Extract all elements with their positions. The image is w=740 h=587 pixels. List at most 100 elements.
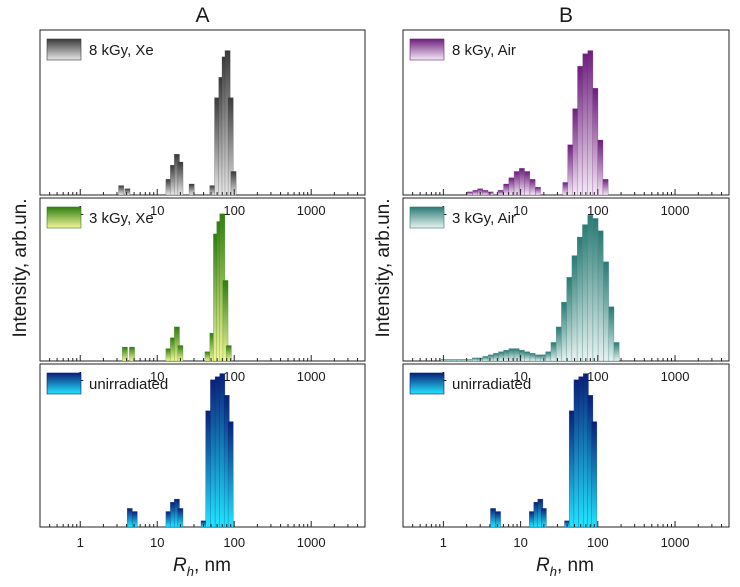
- bar: [482, 356, 489, 362]
- x-tick-label: 1000: [661, 203, 690, 218]
- bar: [535, 186, 541, 196]
- bar: [577, 66, 583, 196]
- bar: [524, 351, 531, 362]
- bar: [490, 508, 496, 528]
- bar: [174, 326, 180, 362]
- legend-swatch: [409, 372, 445, 395]
- legend-label: unirradiated: [452, 376, 531, 393]
- bar: [456, 359, 462, 362]
- legend: 8 kGy, Air: [409, 38, 516, 61]
- legend-swatch: [409, 38, 445, 61]
- x-axis-symbol: R: [536, 555, 550, 576]
- bar: [472, 357, 478, 362]
- x-tick-label: 1: [77, 535, 84, 550]
- bar: [230, 171, 237, 196]
- bar: [495, 511, 501, 528]
- legend-swatch: [409, 206, 445, 229]
- bar: [122, 346, 128, 362]
- bar: [222, 280, 229, 362]
- x-tick-label: 1000: [661, 369, 690, 384]
- x-ticks: [402, 189, 730, 195]
- bar: [587, 50, 594, 196]
- bar: [567, 144, 574, 196]
- x-ticks: [39, 521, 366, 527]
- bar: [572, 108, 579, 196]
- x-tick-label: 100: [223, 203, 245, 218]
- bar: [608, 306, 615, 362]
- x-tick-label: 1000: [297, 535, 326, 550]
- panel-grid: A11010010008 kGy, Xe11010010003 kGy, Xe1…: [39, 4, 730, 550]
- x-axis-label-left: Rh, nm: [173, 555, 231, 579]
- bar: [534, 354, 541, 362]
- x-tick-label: 1000: [297, 369, 326, 384]
- x-tick-label: 1: [440, 535, 447, 550]
- bar: [582, 224, 588, 362]
- x-tick-label: 10: [150, 369, 164, 384]
- bar: [529, 179, 536, 196]
- legend: 3 kGy, Air: [409, 206, 516, 229]
- x-tick-label: 100: [223, 535, 245, 550]
- bar: [188, 183, 195, 196]
- bar: [592, 88, 599, 196]
- x-tick-label: 1000: [661, 535, 690, 550]
- x-ticks: [402, 355, 730, 361]
- bar: [467, 191, 473, 196]
- bar: [129, 346, 135, 362]
- bar: [497, 190, 504, 196]
- panel-a-3: 1 10 100 1000 unirradiated: [39, 363, 366, 550]
- bar: [131, 511, 138, 528]
- legend-label: 3 kGy, Xe: [89, 210, 154, 227]
- bar: [555, 326, 562, 362]
- x-tick-label: 100: [587, 203, 609, 218]
- panel-a-2: 11010010003 kGy, Xe: [39, 197, 366, 384]
- x-axis-units: , nm: [557, 555, 594, 576]
- x-tick-label: 10: [150, 203, 164, 218]
- x-tick-label: 10: [513, 369, 527, 384]
- x-axis-subscript: h: [187, 564, 194, 579]
- x-axis-label-right: Rh, nm: [536, 555, 594, 579]
- plot-frame: [39, 197, 366, 362]
- legend-label: 8 kGy, Air: [452, 42, 516, 59]
- bar: [487, 191, 494, 196]
- x-tick-label: 10: [150, 535, 164, 550]
- legend-swatch: [46, 38, 82, 61]
- column-title: B: [559, 4, 573, 27]
- panel-b-1: B11010010008 kGy, Air: [402, 4, 730, 218]
- bar: [524, 171, 531, 196]
- bar: [566, 277, 573, 362]
- bar: [603, 261, 609, 362]
- y-axis-label-right: Intensity, arb.un.: [373, 198, 394, 337]
- bar: [568, 410, 575, 528]
- bar: [582, 53, 589, 196]
- x-tick-label: 100: [223, 369, 245, 384]
- bar: [227, 421, 234, 528]
- bar: [576, 236, 583, 362]
- bar: [519, 349, 525, 362]
- legend: unirradiated: [46, 372, 168, 395]
- bar: [613, 342, 620, 362]
- panel-b-3: 1 10 100 1000 unirradiated: [402, 363, 730, 550]
- bar: [210, 379, 216, 528]
- x-tick-label: 10: [513, 535, 527, 550]
- bar: [550, 342, 557, 362]
- bar: [597, 230, 604, 362]
- legend-label: 8 kGy, Xe: [89, 42, 154, 59]
- bar: [124, 188, 131, 196]
- bar: [573, 379, 580, 528]
- x-tick-label: 1000: [297, 203, 326, 218]
- x-tick-label: 100: [587, 535, 609, 550]
- bar: [177, 161, 184, 196]
- bar: [602, 179, 609, 196]
- bar: [545, 351, 552, 362]
- x-tick-label: 100: [587, 369, 609, 384]
- legend-swatch: [46, 206, 82, 229]
- bar: [205, 410, 212, 528]
- bar: [587, 215, 594, 362]
- bar: [561, 301, 567, 362]
- legend-label: unirradiated: [89, 376, 168, 393]
- bar: [445, 359, 452, 362]
- bar: [118, 185, 124, 196]
- panel-a-1: A11010010008 kGy, Xe: [39, 4, 366, 218]
- x-axis-units: , nm: [194, 555, 231, 576]
